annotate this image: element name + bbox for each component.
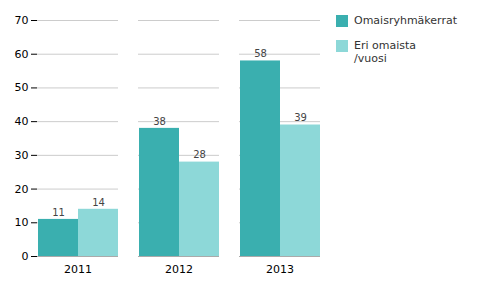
svg-text:70: 70 — [15, 14, 29, 27]
svg-text:38: 38 — [153, 116, 166, 127]
html-text:Eri omaista /vuosi: Eri omaista /vuosi — [354, 39, 417, 66]
svg-text:58: 58 — [254, 48, 267, 59]
html-text:Omaisryhmäkerrat: Omaisryhmäkerrat — [354, 14, 457, 27]
svg-text:2011: 2011 — [64, 263, 92, 276]
svg-text:14: 14 — [92, 197, 105, 208]
svg-text:39: 39 — [294, 112, 307, 123]
svg-text:50: 50 — [15, 81, 29, 94]
svg-text:28: 28 — [193, 149, 206, 160]
svg-text:10: 10 — [15, 216, 29, 229]
svg-text:40: 40 — [15, 115, 29, 128]
svg-text:30: 30 — [15, 149, 29, 162]
svg-text:20: 20 — [15, 183, 29, 196]
svg-text:0: 0 — [22, 250, 29, 263]
svg-text:11: 11 — [52, 207, 65, 218]
svg-text:60: 60 — [15, 48, 29, 61]
svg-text:2012: 2012 — [165, 263, 193, 276]
svg-text:2013: 2013 — [266, 263, 294, 276]
